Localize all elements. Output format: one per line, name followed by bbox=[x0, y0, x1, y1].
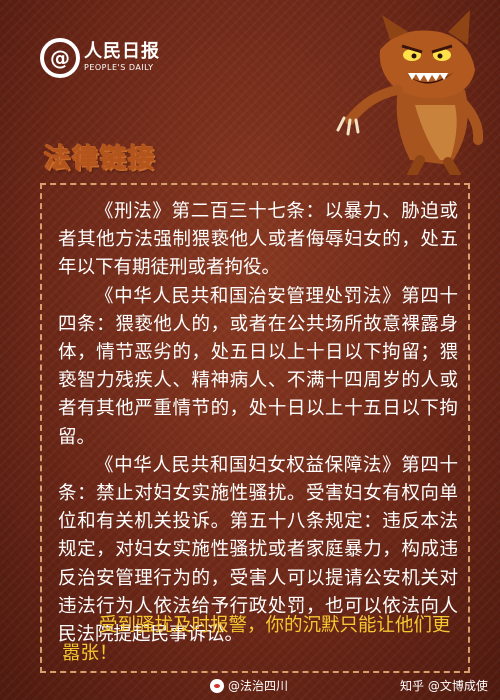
at-icon: @ bbox=[40, 38, 80, 78]
weibo-icon bbox=[210, 678, 224, 693]
zhihu-watermark: 知乎 @文博成使 bbox=[400, 679, 488, 693]
legal-content: 《刑法》第二百三十七条：以暴力、胁迫或者其他方法强制猥亵他人或者侮辱妇女的，处五… bbox=[58, 198, 458, 649]
weibo-attribution: @法治四川 bbox=[210, 677, 288, 694]
weibo-handle: @法治四川 bbox=[228, 679, 289, 693]
dashed-text-frame bbox=[40, 183, 470, 673]
logo-name-en: PEOPLE'S DAILY bbox=[84, 63, 154, 72]
closing-message: 受到骚扰及时报警，你的沉默只能让他们更嚣张！ bbox=[62, 615, 451, 664]
section-title-legal-link: 法律链接 bbox=[43, 144, 157, 175]
paragraph-criminal-law: 《刑法》第二百三十七条：以暴力、胁迫或者其他方法强制猥亵他人或者侮辱妇女的，处五… bbox=[58, 201, 458, 279]
logo-text: 人民日报 PEOPLE'S DAILY bbox=[84, 42, 160, 74]
logo-name-cn: 人民日报 bbox=[84, 41, 160, 62]
footer: @法治四川 知乎 @文博成使 bbox=[0, 674, 500, 696]
peoples-daily-logo: @ 人民日报 PEOPLE'S DAILY bbox=[40, 38, 160, 78]
paragraph-women-rights-law: 《中华人民共和国妇女权益保障法》第四十条：禁止对妇女实施性骚扰。受害妇女有权向单… bbox=[58, 454, 458, 646]
paragraph-public-security-law: 《中华人民共和国治安管理处罚法》第四十四条：猥亵他人的，或者在公共场所故意裸露身… bbox=[58, 285, 458, 448]
wolf-monster-illustration bbox=[336, 10, 484, 175]
